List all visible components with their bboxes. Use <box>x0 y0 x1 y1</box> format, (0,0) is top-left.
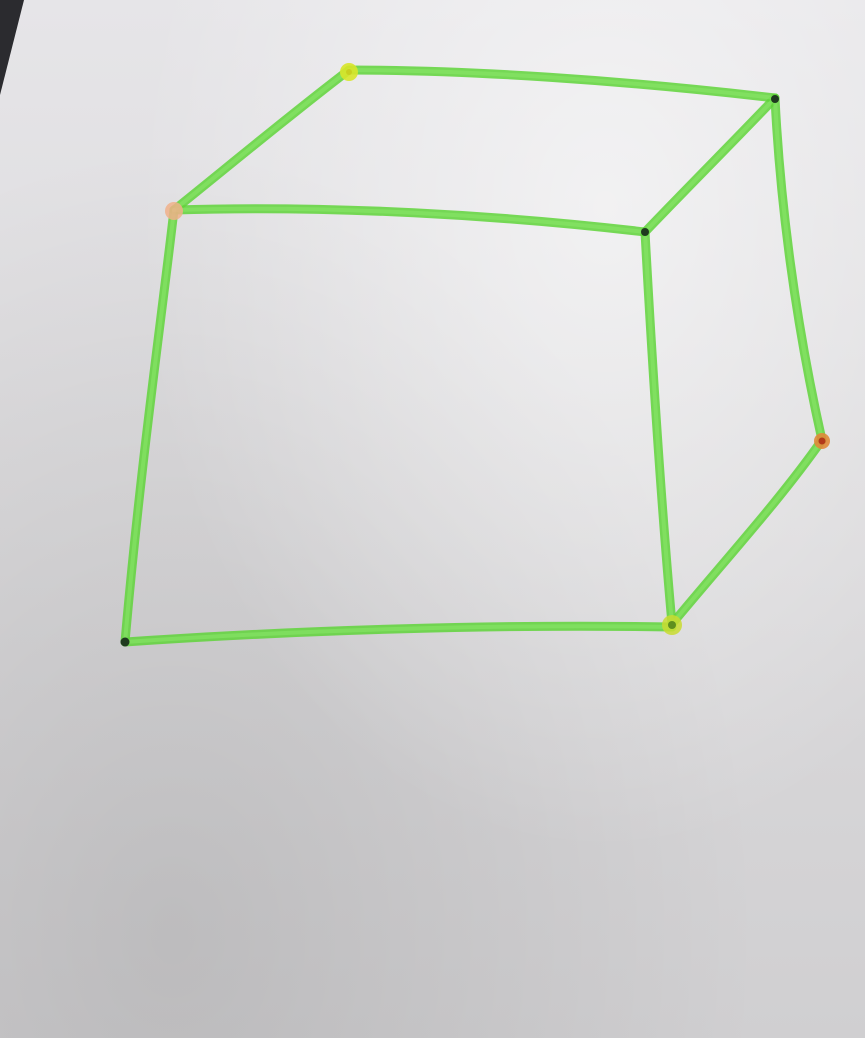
cube-vertices <box>120 63 830 647</box>
vertex-back-top-right <box>771 95 779 103</box>
edge-back-right <box>770 93 827 445</box>
highlight-front-right <box>643 230 674 626</box>
vertex-front-bottom-left <box>120 637 130 647</box>
highlight-right-bottom-diagonal <box>670 438 824 626</box>
highlight-back-top <box>347 68 777 100</box>
highlight-front-bottom <box>123 624 674 644</box>
edge-back-top <box>344 65 780 103</box>
vertex-back-top-left-core <box>346 69 352 75</box>
highlight-front-top <box>172 206 647 234</box>
highlight-back-right <box>773 96 824 442</box>
highlight-front-left <box>123 208 176 644</box>
highlight-right-top-diagonal <box>643 96 777 234</box>
vertex-back-bottom-right-core <box>818 437 826 445</box>
vertex-front-bottom-right-core <box>668 621 676 629</box>
vertex-front-top-left <box>165 202 183 220</box>
highlight-left-top-diagonal <box>172 68 351 212</box>
corner-shadow <box>0 0 24 95</box>
vertex-front-top-right <box>641 228 649 236</box>
cube-edge-highlights <box>123 68 824 644</box>
